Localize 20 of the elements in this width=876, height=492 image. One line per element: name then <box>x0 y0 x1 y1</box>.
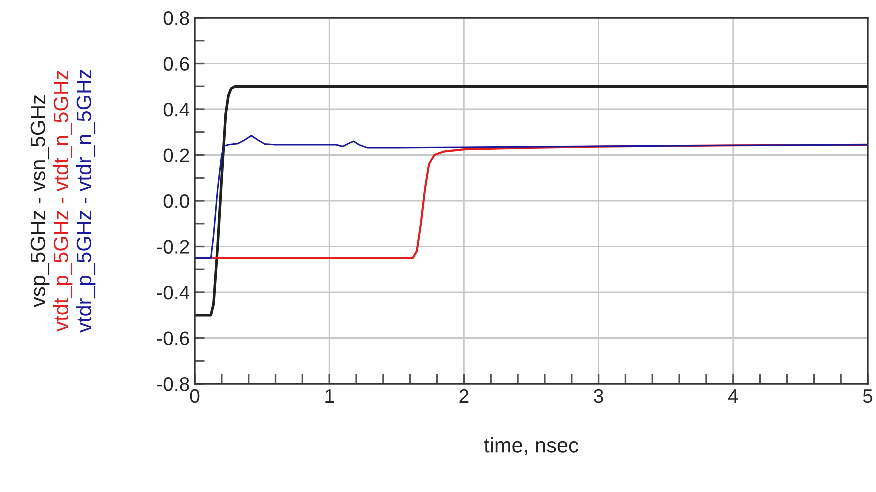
x-tick-label: 2 <box>460 389 469 403</box>
text: vsp_5GHz - vsn_5GHz <box>30 96 50 308</box>
y-tick-label: 0.2 <box>164 148 190 162</box>
x-tick-label: 3 <box>594 389 604 404</box>
y-tick-label: 0.0 <box>164 194 190 208</box>
y-tick-label: 0.4 <box>164 102 190 117</box>
x-tick-label: 5 <box>863 390 873 404</box>
y-tick-label: 0.8 <box>164 11 190 26</box>
y-tick-label: 0.6 <box>164 57 190 71</box>
line-series <box>195 85 868 317</box>
text: vtdr_p_5GHz - vtdr_n_5GHz <box>76 70 96 333</box>
y-tick-label: -0.2 <box>158 240 190 254</box>
x-tick-label: 1 <box>326 390 334 403</box>
y-tick-label: -0.6 <box>158 332 190 346</box>
y-tick-label: -0.8 <box>158 377 190 392</box>
text: vtdt_p_5GHz - vtdt_n_5GHz <box>53 71 73 332</box>
x-axis-title: time, nsec <box>484 438 578 456</box>
x-tick-label: 0 <box>190 389 200 404</box>
x-tick-label: 4 <box>728 390 738 403</box>
y-tick-label: -0.4 <box>158 286 190 300</box>
